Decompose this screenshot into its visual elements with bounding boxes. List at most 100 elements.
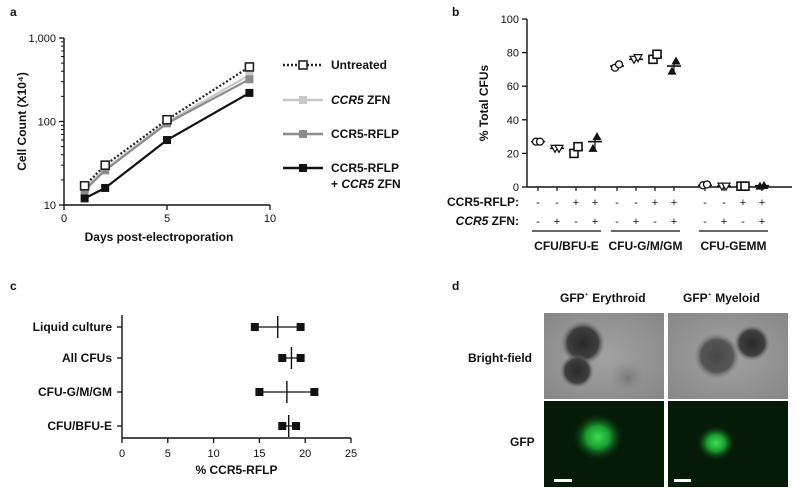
gfp-myeloid-image	[668, 401, 788, 487]
rflp-sign: +	[671, 197, 677, 209]
col-label-myeloid: GFP⁺ Myeloid	[683, 291, 760, 306]
data-point	[100, 160, 110, 170]
category-label: Liquid culture	[33, 320, 113, 334]
y-tick-label: 100	[38, 117, 56, 129]
data-point	[245, 75, 254, 84]
x-tick-label: 20	[299, 448, 311, 460]
legend-marker	[299, 130, 307, 138]
category-label: All CFUs	[62, 351, 112, 365]
data-point	[614, 60, 624, 69]
series-line	[84, 91, 250, 200]
rflp-sign: +	[573, 197, 579, 209]
legend-marker	[299, 96, 307, 104]
data-point	[632, 54, 644, 63]
data-point	[592, 132, 602, 141]
data-point	[278, 354, 287, 362]
panel-label-b: b	[452, 5, 459, 19]
rflp-sign: -	[555, 197, 559, 209]
y-tick-label: 20	[507, 148, 519, 160]
x-tick-label: 5	[165, 448, 171, 460]
data-point	[79, 180, 90, 191]
legend-label: CCR5-RFLP	[331, 127, 399, 141]
zfn-sign: +	[592, 216, 598, 228]
micrograph-panel: GFP⁺ Erythroid GFP⁺ Myeloid Bright-field…	[468, 291, 788, 487]
panel-label-a: a	[10, 5, 17, 19]
data-point	[588, 143, 598, 152]
data-point	[245, 88, 254, 97]
data-point	[296, 354, 305, 362]
data-point	[278, 422, 287, 430]
y-tick-label: 1,000	[28, 33, 56, 45]
row-label-gfp: GFP	[510, 435, 535, 449]
zfn-sign: +	[671, 216, 677, 228]
data-point	[80, 194, 89, 203]
data-point	[720, 182, 732, 192]
legend-marker	[299, 164, 307, 172]
data-point	[292, 422, 301, 430]
x-tick-label: 25	[345, 448, 357, 460]
y-axis-label: Cell Count (X10⁴)	[15, 72, 29, 171]
y-tick-label: 60	[507, 81, 519, 93]
zfn-sign: +	[554, 216, 560, 228]
legend-label: CCR5-RFLP	[331, 161, 399, 175]
data-point	[245, 71, 254, 80]
panel-label-c: c	[10, 279, 17, 293]
chart-a-growth: 10 100 1,000 0 5 10 Days post-electroporation C…	[15, 33, 401, 244]
row-label-rflp: CCR5-RFLP:	[447, 195, 519, 209]
scale-bar	[554, 479, 572, 482]
y-tick-label: 0	[513, 182, 519, 194]
series-line	[83, 78, 250, 192]
group-label: CFU-G/M/GM	[609, 239, 683, 253]
data-point	[163, 136, 171, 145]
col-label-erythroid: GFP⁺ Erythroid	[560, 291, 646, 306]
brightfield-erythroid-image	[544, 313, 664, 399]
scale-bar	[674, 479, 691, 482]
x-tick-label: 0	[61, 213, 67, 225]
data-point	[296, 323, 305, 331]
data-point	[535, 137, 545, 146]
rflp-sign: -	[536, 197, 540, 209]
data-point	[553, 144, 565, 154]
rflp-sign: +	[740, 197, 746, 209]
zfn-sign: +	[721, 216, 727, 228]
x-tick-label: 10	[207, 448, 219, 460]
row-label-zfn: CCR5 ZFN:	[456, 214, 519, 228]
rflp-sign: -	[615, 197, 619, 209]
x-tick-label: 10	[264, 213, 276, 225]
group-label: CFU-GEMM	[701, 239, 767, 253]
data-point	[162, 114, 172, 125]
rflp-sign: +	[652, 197, 658, 209]
data-point	[573, 141, 583, 152]
zfn-sign: -	[615, 216, 619, 228]
data-point	[759, 180, 769, 189]
data-point	[740, 181, 750, 191]
data-point	[667, 66, 677, 75]
gfp-erythroid-image	[544, 401, 664, 487]
rflp-sign: -	[722, 197, 726, 209]
y-tick-label: 80	[507, 48, 519, 60]
legend-label: Untreated	[331, 58, 387, 72]
zfn-sign: -	[574, 216, 578, 228]
data-point	[671, 56, 681, 65]
zfn-sign: +	[759, 216, 765, 228]
data-point	[310, 388, 319, 396]
rflp-sign: -	[703, 197, 707, 209]
zfn-sign: -	[536, 216, 540, 228]
y-tick-label: 100	[501, 14, 519, 26]
data-point	[702, 180, 712, 189]
data-point	[101, 183, 110, 192]
legend-marker	[298, 60, 308, 70]
zfn-sign: -	[653, 216, 657, 228]
data-point	[255, 388, 264, 396]
y-tick-label: 40	[507, 115, 519, 127]
data-point	[101, 166, 110, 175]
x-tick-label: 0	[119, 448, 125, 460]
row-label-brightfield: Bright-field	[468, 351, 532, 365]
zfn-sign: +	[633, 216, 639, 228]
legend-label: CCR5 ZFN	[331, 93, 390, 107]
chart-b-cfu-distribution: 0 20 40 60 80 100 % Total CFUs - - - + + - + + CFU/BFU-…	[447, 14, 792, 253]
x-tick-label: 5	[164, 213, 170, 225]
rflp-sign: +	[759, 197, 765, 209]
x-axis-label: Days post-electroporation	[85, 230, 234, 244]
